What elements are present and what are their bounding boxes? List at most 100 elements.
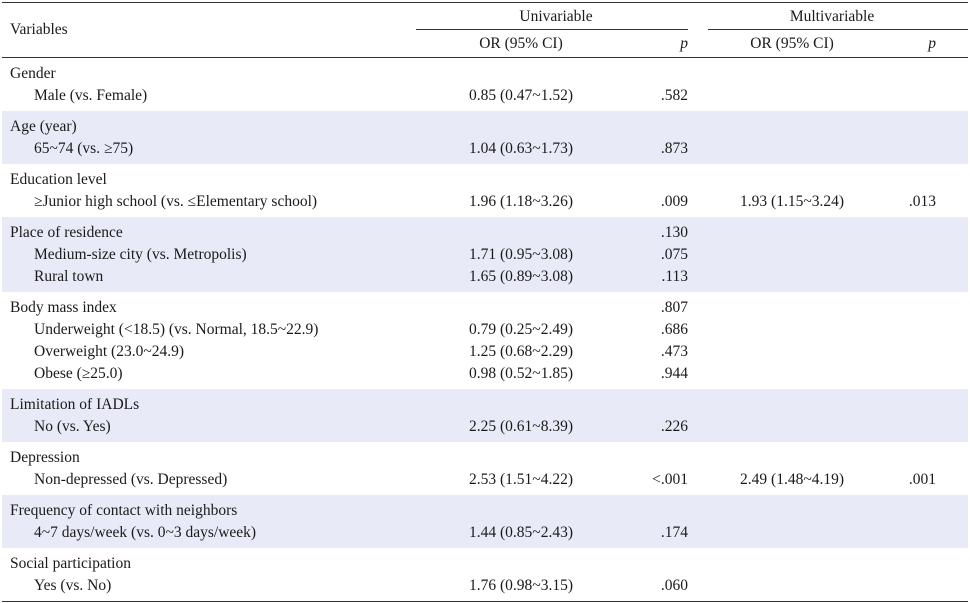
multi-p xyxy=(888,244,969,266)
uni-p: .473 xyxy=(660,343,689,360)
multi-or xyxy=(696,266,889,292)
row-label: ≥Junior high school (vs. ≤Elementary sch… xyxy=(34,193,318,210)
multi-p xyxy=(888,319,968,341)
group-social: Social participation Yes (vs. No) 1.76 (… xyxy=(2,548,969,602)
uni-or: 1.44 (0.85~2.43) xyxy=(416,522,626,548)
group-title: Social participation xyxy=(10,555,131,572)
uni-p: .174 xyxy=(626,522,697,548)
group-title: Gender xyxy=(10,65,56,82)
uni-p: .686 xyxy=(660,321,689,338)
uni-p: .873 xyxy=(626,138,697,164)
header-uni-p: p xyxy=(626,30,697,58)
group-title: Body mass index xyxy=(10,299,117,316)
table-row: 4~7 days/week (vs. 0~3 days/week) 1.44 (… xyxy=(2,522,969,548)
uni-or: 2.25 (0.61~8.39) xyxy=(416,416,626,442)
group-title-row: Depression xyxy=(2,442,968,469)
table-row: Non-depressed (vs. Depressed) 2.53 (1.51… xyxy=(2,469,968,495)
row-label: No (vs. Yes) xyxy=(2,416,416,442)
multi-or xyxy=(696,244,889,266)
table-header: Variables Univariable Multivariable OR (… xyxy=(2,2,969,58)
header-multivariable: Multivariable xyxy=(696,3,969,30)
multi-p xyxy=(888,416,969,442)
row-label: Medium-size city (vs. Metropolis) xyxy=(2,244,416,266)
table-row: ≥Junior high school (vs. ≤Elementary sch… xyxy=(2,191,968,217)
group-title-row: Age (year) xyxy=(2,111,969,138)
multi-p xyxy=(888,266,969,292)
group-title-row: Body mass index .807 xyxy=(2,292,968,319)
uni-p: .075 xyxy=(626,244,697,266)
group-title: Limitation of IADLs xyxy=(2,389,416,416)
table-row: Rural town 1.65 (0.89~3.08) .113 xyxy=(2,266,969,292)
multi-or: 1.93 (1.15~3.24) xyxy=(740,193,844,210)
uni-or: 0.85 (0.47~1.52) xyxy=(469,87,573,104)
group-title-row: Limitation of IADLs xyxy=(2,389,969,416)
uni-or: 1.25 (0.68~2.29) xyxy=(469,343,573,360)
group-depression: Depression Non-depressed (vs. Depressed)… xyxy=(2,442,968,495)
uni-or: 1.04 (0.63~1.73) xyxy=(416,138,626,164)
multi-or xyxy=(696,319,888,341)
multi-p xyxy=(888,85,968,111)
group-age: Age (year) 65~74 (vs. ≥75) 1.04 (0.63~1.… xyxy=(2,111,969,164)
multi-or xyxy=(696,85,888,111)
table-row: 65~74 (vs. ≥75) 1.04 (0.63~1.73) .873 xyxy=(2,138,969,164)
group-title-row: Place of residence .130 xyxy=(2,217,969,244)
group-education: Education level ≥Junior high school (vs.… xyxy=(2,164,968,217)
multi-or xyxy=(696,575,888,602)
table-row: Underweight (<18.5) (vs. Normal, 18.5~22… xyxy=(2,319,968,341)
header-multi-p: p xyxy=(888,30,969,58)
row-label: Non-depressed (vs. Depressed) xyxy=(34,471,228,488)
group-p: .807 xyxy=(660,299,689,316)
multi-p xyxy=(888,138,969,164)
group-title: Education level xyxy=(10,171,107,188)
uni-or: 0.79 (0.25~2.49) xyxy=(469,321,573,338)
uni-p: .944 xyxy=(660,365,689,382)
uni-p: .113 xyxy=(626,266,697,292)
group-title-row: Frequency of contact with neighbors xyxy=(2,495,969,522)
table-row: Overweight (23.0~24.9) 1.25 (0.68~2.29) … xyxy=(2,341,968,363)
table-row: Medium-size city (vs. Metropolis) 1.71 (… xyxy=(2,244,969,266)
uni-p: .009 xyxy=(660,193,689,210)
uni-p: .226 xyxy=(626,416,697,442)
table-row: No (vs. Yes) 2.25 (0.61~8.39) .226 xyxy=(2,416,969,442)
multi-or xyxy=(696,341,888,363)
header-variables: Variables xyxy=(2,2,416,58)
group-residence: Place of residence .130 Medium-size city… xyxy=(2,217,969,292)
header-univariable-label: Univariable xyxy=(519,7,593,25)
group-bmi: Body mass index .807 Underweight (<18.5)… xyxy=(2,292,968,389)
uni-or: 1.65 (0.89~3.08) xyxy=(416,266,626,292)
uni-or: 0.98 (0.52~1.85) xyxy=(469,365,573,382)
multi-or xyxy=(696,522,889,548)
group-title-row: Gender xyxy=(2,58,968,86)
row-label: Obese (≥25.0) xyxy=(34,365,123,382)
header-univariable: Univariable xyxy=(416,3,696,30)
multi-p: .013 xyxy=(908,193,937,210)
group-title-row: Education level xyxy=(2,164,968,191)
row-label: Underweight (<18.5) (vs. Normal, 18.5~22… xyxy=(34,321,319,338)
multi-p xyxy=(888,575,968,602)
uni-or: 1.76 (0.98~3.15) xyxy=(469,577,573,594)
group-title-row: Social participation xyxy=(2,548,968,575)
multi-p xyxy=(888,341,968,363)
multi-or xyxy=(696,363,888,389)
header-uni-or: OR (95% CI) xyxy=(416,30,626,58)
multi-p xyxy=(888,363,968,389)
multi-or xyxy=(696,138,889,164)
row-label: Overweight (23.0~24.9) xyxy=(34,343,185,360)
group-iadls: Limitation of IADLs No (vs. Yes) 2.25 (0… xyxy=(2,389,969,442)
multi-or: 2.49 (1.48~4.19) xyxy=(740,471,844,488)
group-neighbors: Frequency of contact with neighbors 4~7 … xyxy=(2,495,969,548)
uni-or: 1.71 (0.95~3.08) xyxy=(416,244,626,266)
uni-or: 1.96 (1.18~3.26) xyxy=(469,193,573,210)
uni-p: <.001 xyxy=(652,471,689,488)
table-row: Male (vs. Female) 0.85 (0.47~1.52) .582 xyxy=(2,85,968,111)
group-title: Frequency of contact with neighbors xyxy=(2,495,416,522)
uni-p: .582 xyxy=(660,87,689,104)
header-multi-or: OR (95% CI) xyxy=(696,30,889,58)
header-multivariable-label: Multivariable xyxy=(789,7,875,25)
multi-or xyxy=(696,416,889,442)
table-row: Yes (vs. No) 1.76 (0.98~3.15) .060 xyxy=(2,575,968,602)
group-title: Depression xyxy=(10,449,80,466)
multi-p: .001 xyxy=(908,471,937,488)
row-label: 4~7 days/week (vs. 0~3 days/week) xyxy=(2,522,416,548)
